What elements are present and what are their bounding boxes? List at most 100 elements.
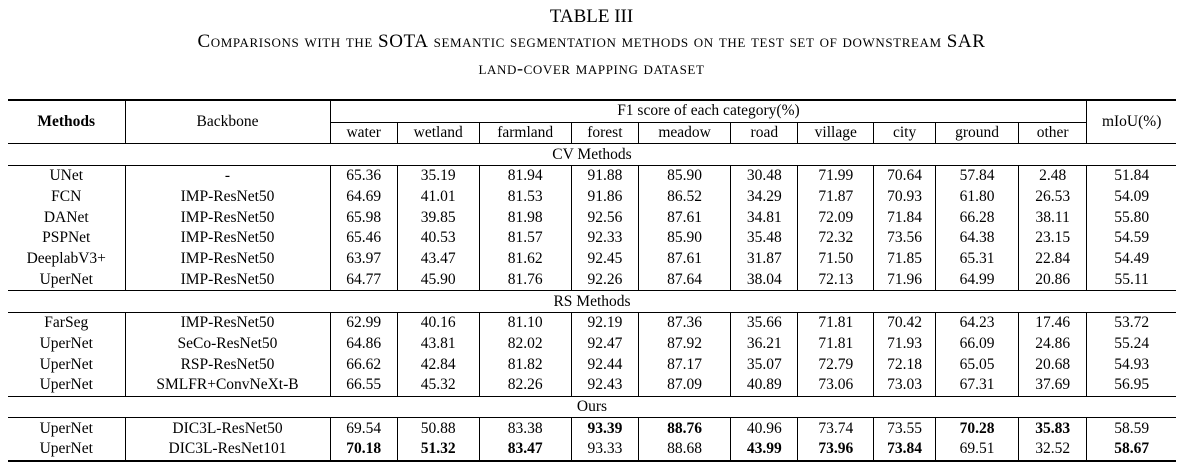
cell-water: 69.54 — [330, 417, 398, 439]
cell-miou: 55.24 — [1114, 334, 1150, 352]
cell-water: 70.18 — [330, 439, 398, 462]
cell-backbone: SMLFR+ConvNeXt-B — [125, 374, 331, 397]
section-row: Ours — [8, 395, 1176, 419]
cell-meadow: 87.92 — [638, 333, 732, 355]
cell-backbone: RSP-ResNet50 — [125, 354, 331, 375]
table-row: UperNet SMLFR+ConvNeXt-B 66.55 45.32 82.26 92… — [8, 374, 1176, 397]
cell-miou: 58.59 — [1114, 419, 1150, 437]
header-row-categories: water wetland farmland forest meadow road vill… — [8, 122, 1176, 145]
cell-other: 35.83 — [1018, 417, 1088, 439]
header-category-meadow: meadow — [638, 122, 732, 145]
cell-ground: 64.99 — [935, 269, 1019, 291]
cell-road: 35.66 — [730, 312, 799, 334]
table-title-line-2: land-cover mapping dataset — [478, 58, 705, 78]
cell-method: PSPNet — [8, 228, 126, 249]
cell-method: FCN — [8, 186, 126, 208]
cell-ground: 64.38 — [935, 228, 1019, 249]
cell-city: 73.03 — [873, 374, 937, 397]
header-category-forest: forest — [571, 122, 640, 145]
cell-ground: 65.05 — [935, 354, 1019, 375]
header-row-1: Methods Backbone F1 score of each catego… — [8, 98, 1176, 145]
cell-meadow: 88.68 — [638, 439, 732, 462]
cell-miou: 51.84 — [1114, 167, 1150, 185]
cell-farmland: 81.53 — [479, 186, 572, 208]
cell-village: 71.50 — [797, 248, 875, 270]
cell-wetland: 40.53 — [397, 228, 480, 249]
cell-wetland: 42.84 — [397, 354, 480, 375]
cell-ground: 57.84 — [935, 165, 1019, 187]
section-title: CV Methods — [8, 143, 1176, 167]
table-row: UperNet SeCo-ResNet50 64.86 43.81 82.02 92.47… — [8, 333, 1176, 355]
cell-forest: 91.86 — [571, 186, 640, 208]
header-miou: mIoU(%) — [1086, 99, 1176, 145]
cell-forest: 92.43 — [571, 374, 640, 397]
cell-forest: 92.44 — [571, 354, 640, 375]
cell-meadow: 86.52 — [638, 186, 732, 208]
table-row: UperNet DIC3L-ResNet101 70.18 51.32 83.47 93.… — [8, 439, 1176, 462]
cell-backbone: IMP-ResNet50 — [125, 207, 331, 229]
header-category-water: water — [330, 122, 398, 145]
cell-farmland: 81.76 — [479, 269, 572, 291]
cell-miou: 55.80 — [1114, 208, 1150, 226]
cell-forest: 92.33 — [571, 228, 640, 249]
cell-method: DeeplabV3+ — [8, 248, 126, 270]
cell-method: UperNet — [8, 417, 126, 439]
cell-miou: 53.72 — [1114, 314, 1150, 332]
cell-wetland: 43.47 — [397, 248, 480, 270]
cell-farmland: 81.82 — [479, 354, 572, 375]
cell-water: 65.98 — [330, 207, 398, 229]
cell-water: 62.99 — [330, 312, 398, 334]
table-label: TABLE III — [549, 6, 634, 27]
table-row: FarSeg IMP-ResNet50 62.99 40.16 81.10 92.19 87… — [8, 312, 1176, 334]
cell-road: 38.04 — [730, 269, 799, 291]
cell-ground: 64.23 — [935, 312, 1019, 334]
table-row: UperNet IMP-ResNet50 64.77 45.90 81.76 92.26 8… — [8, 269, 1176, 291]
cell-meadow: 85.90 — [638, 228, 732, 249]
cell-meadow: 87.17 — [638, 354, 732, 375]
cell-water: 66.55 — [330, 374, 398, 397]
header-category-city: city — [873, 122, 937, 145]
section-title: RS Methods — [8, 290, 1176, 313]
cell-miou: 54.59 — [1114, 229, 1150, 247]
cell-other: 24.86 — [1018, 333, 1088, 355]
cell-ground: 67.31 — [935, 374, 1019, 397]
cell-farmland: 83.38 — [479, 417, 572, 439]
cell-ground: 65.31 — [935, 248, 1019, 270]
cell-forest: 93.33 — [571, 439, 640, 462]
cell-meadow: 87.36 — [638, 312, 732, 334]
header-f1-group: F1 score of each category(%) — [330, 98, 1088, 123]
cell-backbone: IMP-ResNet50 — [125, 312, 331, 334]
cell-forest: 92.47 — [571, 333, 640, 355]
cell-method: FarSeg — [8, 312, 126, 334]
cell-village: 71.81 — [797, 312, 875, 334]
cell-meadow: 87.61 — [638, 248, 732, 270]
cell-wetland: 41.01 — [397, 186, 480, 208]
cell-water: 63.97 — [330, 248, 398, 270]
cell-other: 37.69 — [1018, 374, 1088, 397]
cell-village: 73.96 — [797, 439, 875, 462]
cell-village: 72.79 — [797, 354, 875, 375]
cell-miou: 54.49 — [1114, 250, 1150, 268]
cell-wetland: 39.85 — [397, 207, 480, 229]
cell-village: 72.13 — [797, 269, 875, 291]
cell-water: 64.77 — [330, 269, 398, 291]
cell-miou: 54.09 — [1114, 188, 1150, 206]
cell-other: 26.53 — [1018, 186, 1088, 208]
cell-backbone: IMP-ResNet50 — [125, 248, 331, 270]
cell-forest: 93.39 — [571, 417, 640, 439]
table-title-line-1: Comparisons with the SOTA semantic segme… — [197, 31, 986, 52]
cell-backbone: IMP-ResNet50 — [125, 228, 331, 249]
table-row: DeeplabV3+ IMP-ResNet50 63.97 43.47 81.62 92.… — [8, 248, 1176, 270]
cell-meadow: 85.90 — [638, 165, 732, 187]
cell-city: 73.56 — [873, 228, 937, 249]
cell-road: 40.96 — [730, 417, 799, 439]
cell-other: 20.86 — [1018, 269, 1088, 291]
cell-city: 71.84 — [873, 207, 937, 229]
cell-method: UperNet — [8, 269, 126, 291]
table-caption: TABLE III Comparisons with the SOTA sema… — [0, 6, 1183, 81]
cell-water: 65.46 — [330, 228, 398, 249]
cell-city: 73.84 — [873, 439, 937, 462]
header-category-wetland: wetland — [397, 122, 480, 145]
cell-farmland: 81.94 — [479, 165, 572, 187]
cell-other: 23.15 — [1018, 228, 1088, 249]
